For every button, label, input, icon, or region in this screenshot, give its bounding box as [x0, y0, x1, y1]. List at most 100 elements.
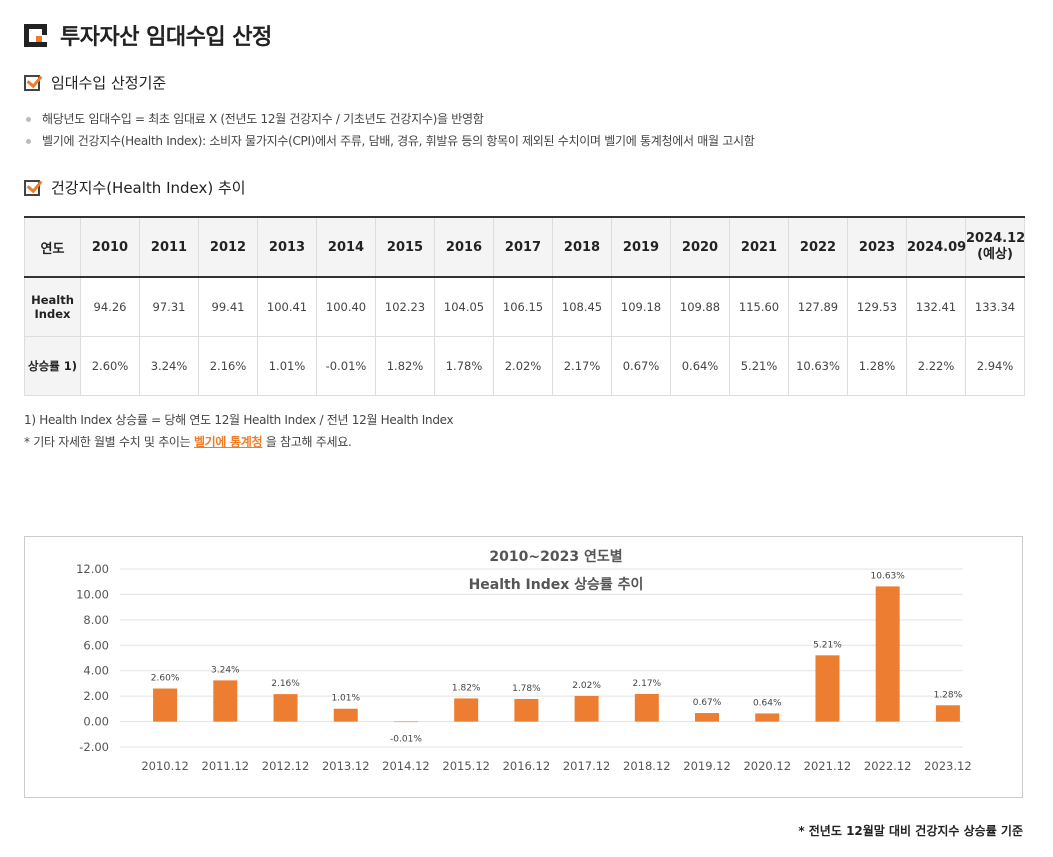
data-label: 1.82% [452, 683, 481, 693]
criteria-list: 해당년도 임대수입 = 최초 임대료 X (전년도 12월 건강지수 / 기초년… [24, 108, 755, 152]
section-title: 건강지수(Health Index) 추이 [51, 179, 246, 197]
bar [213, 680, 238, 722]
table-cell: 1.78% [434, 335, 494, 396]
table-cell: 3.24% [139, 335, 199, 396]
note-formula: 1) Health Index 상승률 = 당해 연도 12월 Health I… [24, 413, 454, 427]
year-header: 2021 [729, 216, 789, 278]
section-heading-index: 건강지수(Health Index) 추이 [24, 177, 246, 198]
notes: 1) Health Index 상승률 = 당해 연도 12월 Health I… [24, 409, 454, 453]
logo-icon [24, 23, 47, 47]
data-label: 1.78% [512, 684, 541, 694]
table-cell: 104.05 [434, 276, 494, 337]
x-tick-label: 2020.12 [743, 759, 791, 773]
table-cell: 1.82% [375, 335, 435, 396]
table-cell: 109.18 [611, 276, 671, 337]
bar [574, 695, 599, 722]
x-tick-label: 2018.12 [623, 759, 671, 773]
data-label: 5.21% [813, 640, 842, 650]
x-tick-label: 2017.12 [563, 759, 611, 773]
header-cell: 연도 [24, 216, 81, 278]
table-cell: 2.22% [906, 335, 966, 396]
table-cell: 5.21% [729, 335, 789, 396]
x-tick-label: 2010.12 [141, 759, 189, 773]
bar [634, 693, 659, 722]
table-cell: 2.60% [80, 335, 140, 396]
statistics-link[interactable]: 벨기에 통계청 [193, 435, 263, 449]
year-header: 2024.12 (예상) [965, 216, 1025, 278]
chart-container: 12.00 10.00 8.00 6.00 4.00 2.00 0.00 -2.00 2010~… [24, 536, 1023, 798]
year-header: 2011 [139, 216, 199, 278]
year-header: 2020 [670, 216, 730, 278]
table-row: Health Index 94.26 97.31 99.41 100.41 100.40 1… [24, 276, 1025, 337]
data-label: 0.67% [693, 698, 722, 708]
table-cell: 115.60 [729, 276, 789, 337]
year-header: 2010 [80, 216, 140, 278]
year-header: 2016 [434, 216, 494, 278]
y-tick-label: -2.00 [79, 740, 109, 754]
table-cell: 106.15 [493, 276, 553, 337]
table-cell: 100.40 [316, 276, 376, 337]
bar [333, 708, 358, 722]
page-header: 투자자산 임대수입 산정 [24, 18, 272, 52]
x-tick-label: 2016.12 [503, 759, 551, 773]
year-header: 2019 [611, 216, 671, 278]
table-cell: 102.23 [375, 276, 435, 337]
year-header: 2012 [198, 216, 258, 278]
data-label: 2.02% [572, 681, 601, 691]
table-cell: 97.31 [139, 276, 199, 337]
note-reference: * 기타 자세한 월별 수치 및 추이는 벨기에 통계청 을 참고해 주세요. [24, 435, 352, 449]
table-cell: 2.17% [552, 335, 612, 396]
section-heading-criteria: 임대수입 산정기준 [24, 72, 166, 93]
table-cell: 129.53 [847, 276, 907, 337]
list-item: 벨기에 건강지수(Health Index): 소비자 물가지수(CPI)에서 … [24, 130, 755, 152]
y-tick-label: 0.00 [83, 715, 109, 729]
data-label: 3.24% [211, 665, 240, 675]
year-header: 2013 [257, 216, 317, 278]
table-cell: 133.34 [965, 276, 1025, 337]
x-tick-label: 2014.12 [382, 759, 430, 773]
x-tick-label: 2019.12 [683, 759, 731, 773]
y-tick-label: 8.00 [83, 613, 109, 627]
chart-title: 2010~2023 연도별 [489, 548, 622, 565]
y-tick-label: 4.00 [83, 664, 109, 678]
x-tick-label: 2022.12 [864, 759, 912, 773]
page-title: 투자자산 임대수입 산정 [60, 25, 272, 50]
table-cell: 2.02% [493, 335, 553, 396]
bar [755, 713, 780, 722]
bar [153, 688, 178, 722]
y-tick-label: 12.00 [76, 562, 109, 576]
bar-chart: 12.00 10.00 8.00 6.00 4.00 2.00 0.00 -2.00 2010~… [76, 548, 972, 773]
table-cell: 127.89 [788, 276, 848, 337]
data-label: 2.16% [271, 679, 300, 689]
list-item: 해당년도 임대수입 = 최초 임대료 X (전년도 12월 건강지수 / 기초년… [24, 108, 754, 130]
data-label: 10.63% [871, 571, 906, 581]
table-cell: 0.64% [670, 335, 730, 396]
bar [273, 694, 298, 722]
row-label: 상승률 1) [24, 335, 81, 396]
year-header: 2023 [847, 216, 907, 278]
bar [875, 586, 900, 722]
data-label: 2.17% [633, 679, 662, 689]
table-cell: 0.67% [611, 335, 671, 396]
footer-note: * 전년도 12월말 대비 건강지수 상승률 기준 [798, 824, 1023, 838]
x-tick-label: 2023.12 [924, 759, 972, 773]
year-header: 2015 [375, 216, 435, 278]
section-title: 임대수입 산정기준 [51, 74, 167, 92]
y-tick-label: 10.00 [76, 587, 109, 601]
x-tick-label: 2013.12 [322, 759, 370, 773]
table-cell: 1.01% [257, 335, 317, 396]
data-label: 0.64% [753, 698, 782, 708]
table-cell: 2.94% [965, 335, 1025, 396]
table-header-row: 연도 2010 2011 2012 2013 2014 2015 2016 2017 2018 2… [24, 216, 1025, 278]
x-tick-label: 2021.12 [804, 759, 852, 773]
bar [935, 705, 960, 722]
year-header: 2014 [316, 216, 376, 278]
x-tick-label: 2015.12 [442, 759, 490, 773]
year-header: 2018 [552, 216, 612, 278]
table-cell: 132.41 [906, 276, 966, 337]
table-cell: 109.88 [670, 276, 730, 337]
x-tick-label: 2012.12 [262, 759, 310, 773]
bar [514, 698, 539, 722]
data-label: -0.01% [390, 735, 422, 745]
bar [695, 713, 720, 722]
